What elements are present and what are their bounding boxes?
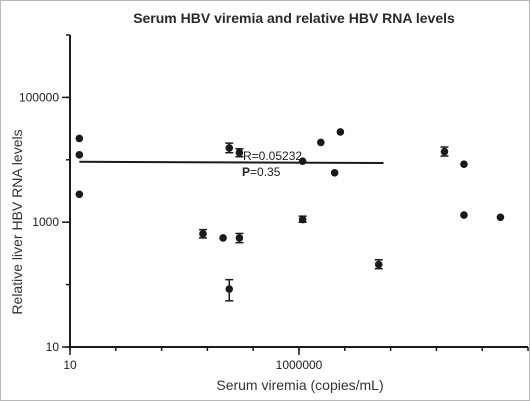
data-point <box>75 190 84 199</box>
regression-line <box>79 160 384 164</box>
p-annotation-label: P <box>242 165 250 179</box>
data-point <box>460 160 468 169</box>
y-tick-label: 10 <box>46 340 60 354</box>
p-annotation-value: =0.35 <box>250 165 281 179</box>
data-point <box>374 260 383 269</box>
chart-title: Serum HBV viremia and relative HBV RNA l… <box>133 10 455 26</box>
p-annotation: P=0.35 <box>242 165 281 179</box>
data-point <box>317 138 325 147</box>
y-tick-label: 1000 <box>32 215 59 229</box>
x-tick-label: 10 <box>63 358 77 372</box>
data-point <box>75 134 84 143</box>
x-tick-label: 1000000 <box>276 358 323 372</box>
y-tick-label: 100000 <box>19 90 59 104</box>
x-axis-label: Serum viremia (copies/mL) <box>216 377 383 393</box>
data-point <box>440 147 449 156</box>
regression-line-group <box>79 160 384 164</box>
data-point <box>336 128 345 136</box>
data-point <box>298 157 307 165</box>
data-points <box>75 128 505 302</box>
data-point <box>235 148 244 157</box>
data-point <box>225 285 234 293</box>
data-point <box>235 234 244 242</box>
r-annotation: R=0.05232 <box>243 149 302 163</box>
data-point <box>225 144 234 152</box>
axes <box>69 35 528 348</box>
data-point <box>199 230 207 238</box>
y-axis-label: Relative liver HBV RNA levels <box>9 129 25 314</box>
data-point <box>298 215 307 224</box>
data-point <box>75 151 84 159</box>
data-point <box>330 168 339 177</box>
data-point <box>496 213 505 222</box>
ticks: 10 1000 100000 10 1000000 <box>19 34 529 372</box>
data-point <box>219 234 227 242</box>
data-point <box>460 211 468 219</box>
